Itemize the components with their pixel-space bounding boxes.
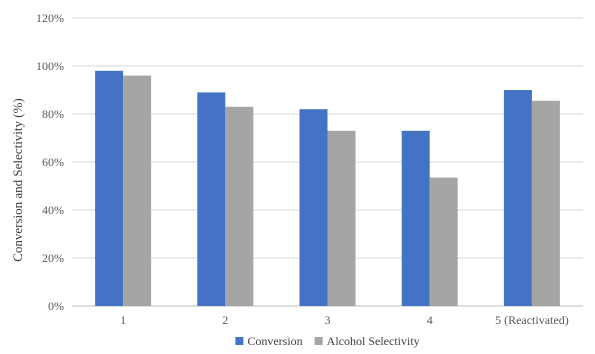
bar-conversion-3 bbox=[299, 109, 328, 306]
legend-swatch bbox=[235, 337, 244, 345]
legend-item-alcohol-selectivity: Alcohol Selectivity bbox=[314, 334, 420, 348]
y-axis-ticks: 0% 20% 40% 60% 80% 100% 120% bbox=[36, 11, 64, 313]
bar-alcohol-selectivity-2 bbox=[225, 106, 254, 306]
y-tick-label: 20% bbox=[42, 251, 64, 265]
legend-label: Alcohol Selectivity bbox=[327, 334, 420, 348]
y-tick-label: 120% bbox=[36, 11, 64, 25]
legend-item-conversion: Conversion bbox=[235, 334, 303, 348]
y-tick-label: 40% bbox=[42, 203, 64, 217]
x-axis-ticks: 1 2 3 4 5 (Reactivated) bbox=[120, 313, 569, 327]
bar-alcohol-selectivity-3 bbox=[327, 130, 356, 306]
bars bbox=[95, 70, 560, 307]
x-tick-label: 5 (Reactivated) bbox=[495, 313, 569, 327]
y-tick-label: 0% bbox=[48, 299, 64, 313]
x-tick-label: 1 bbox=[120, 313, 126, 327]
bar-alcohol-selectivity-1 bbox=[123, 75, 152, 306]
bar-alcohol-selectivity-4 bbox=[429, 177, 458, 306]
legend-label: Conversion bbox=[247, 334, 302, 348]
x-tick-label: 2 bbox=[222, 313, 228, 327]
y-tick-label: 100% bbox=[36, 59, 64, 73]
x-tick-label: 4 bbox=[427, 313, 433, 327]
bar-conversion-2 bbox=[197, 92, 226, 307]
y-tick-label: 80% bbox=[42, 107, 64, 121]
bar-conversion-4 bbox=[401, 130, 430, 306]
bar-conversion-1 bbox=[95, 70, 124, 306]
y-tick-label: 60% bbox=[42, 155, 64, 169]
bar-alcohol-selectivity-5 bbox=[531, 100, 560, 306]
legend-swatch bbox=[314, 337, 323, 345]
bar-conversion-5 bbox=[503, 90, 532, 306]
y-axis-title: Conversion and Selectivity (%) bbox=[10, 98, 25, 262]
x-tick-label: 3 bbox=[325, 313, 331, 327]
legend: Conversion Alcohol Selectivity bbox=[235, 334, 420, 348]
